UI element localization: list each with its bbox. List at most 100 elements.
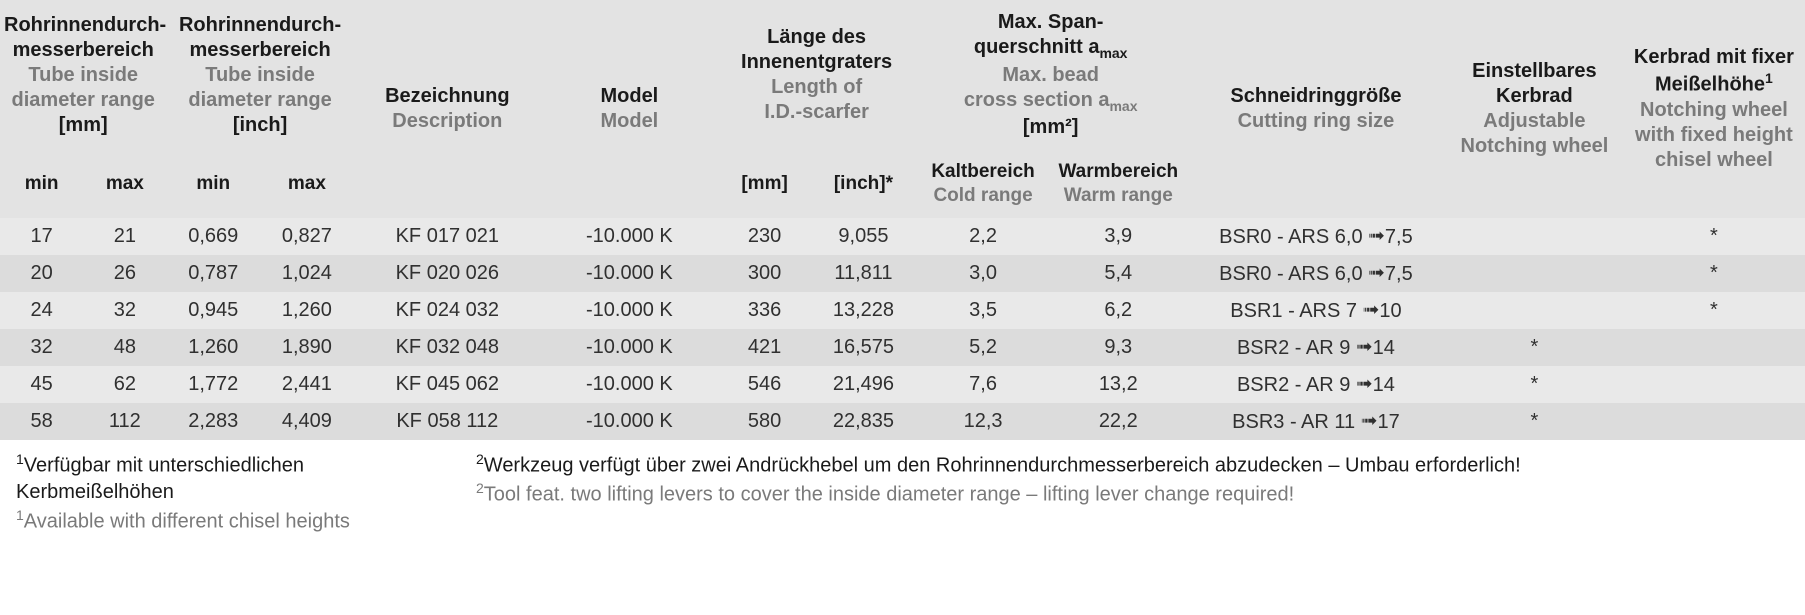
table-row: 32481,2601,890KF 032 048-10.000 K42116,5… bbox=[0, 329, 1805, 366]
cell: BSR2 - AR 9 ➟14 bbox=[1186, 329, 1446, 366]
cell: BSR3 - AR 11 ➟17 bbox=[1186, 403, 1446, 440]
cell: KF 024 032 bbox=[354, 292, 541, 329]
cell: -10.000 K bbox=[541, 292, 718, 329]
cell: 1,260 bbox=[260, 292, 354, 329]
cell: 3,5 bbox=[915, 292, 1050, 329]
cell: BSR0 - ARS 6,0 ➟7,5 bbox=[1186, 255, 1446, 292]
cell: 0,945 bbox=[166, 292, 260, 329]
cell: 2,2 bbox=[915, 218, 1050, 255]
cell: KF 017 021 bbox=[354, 218, 541, 255]
cell bbox=[1623, 366, 1805, 403]
cell: * bbox=[1446, 403, 1623, 440]
cell: 12,3 bbox=[915, 403, 1050, 440]
table-row: 20260,7871,024KF 020 026-10.000 K30011,8… bbox=[0, 255, 1805, 292]
hdr-bez: Bezeichnung Description bbox=[354, 0, 541, 218]
footnote-2: 2Werkzeug verfügt über zwei Andrückhebel… bbox=[476, 450, 1521, 536]
cell: -10.000 K bbox=[541, 218, 718, 255]
cell bbox=[1623, 329, 1805, 366]
cell bbox=[1446, 255, 1623, 292]
cell: 32 bbox=[0, 329, 83, 366]
cell: 4,409 bbox=[260, 403, 354, 440]
cell: 11,811 bbox=[811, 255, 915, 292]
cell: 1,890 bbox=[260, 329, 354, 366]
hdr-len-in: [inch]* bbox=[811, 150, 915, 218]
cell: 2,441 bbox=[260, 366, 354, 403]
cell: 2,283 bbox=[166, 403, 260, 440]
cell: 1,772 bbox=[166, 366, 260, 403]
table-row: 24320,9451,260KF 024 032-10.000 K33613,2… bbox=[0, 292, 1805, 329]
cell: -10.000 K bbox=[541, 403, 718, 440]
cell: -10.000 K bbox=[541, 329, 718, 366]
cell: 580 bbox=[718, 403, 812, 440]
cell: 3,9 bbox=[1051, 218, 1186, 255]
hdr-dia-mm: Rohrinnendurch-messerbereich Tube inside… bbox=[0, 0, 166, 150]
cell: -10.000 K bbox=[541, 255, 718, 292]
hdr-in-max: max bbox=[260, 150, 354, 218]
cell: 24 bbox=[0, 292, 83, 329]
cell: 6,2 bbox=[1051, 292, 1186, 329]
cell: 62 bbox=[83, 366, 166, 403]
footnotes: 1Verfügbar mit unterschiedlichen Kerbmei… bbox=[0, 440, 1805, 552]
cell: KF 045 062 bbox=[354, 366, 541, 403]
cell: KF 020 026 bbox=[354, 255, 541, 292]
hdr-cold: Kaltbereich Cold range bbox=[915, 150, 1050, 218]
hdr-warm: Warmbereich Warm range bbox=[1051, 150, 1186, 218]
cell: KF 058 112 bbox=[354, 403, 541, 440]
hdr-adj: EinstellbaresKerbrad AdjustableNotching … bbox=[1446, 0, 1623, 218]
hdr-cross: Max. Span-querschnitt amax Max. beadcros… bbox=[915, 0, 1185, 150]
footnote-1: 1Verfügbar mit unterschiedlichen Kerbmei… bbox=[16, 450, 436, 536]
cell: 45 bbox=[0, 366, 83, 403]
cell: 7,6 bbox=[915, 366, 1050, 403]
cell: 20 bbox=[0, 255, 83, 292]
cell: 421 bbox=[718, 329, 812, 366]
hdr-len: Länge desInnenentgraters Length ofI.D.-s… bbox=[718, 0, 916, 150]
hdr-fix: Kerbrad mit fixerMeißelhöhe1 Notching wh… bbox=[1623, 0, 1805, 218]
cell bbox=[1446, 292, 1623, 329]
cell: 32 bbox=[83, 292, 166, 329]
table-header: Rohrinnendurch-messerbereich Tube inside… bbox=[0, 0, 1805, 218]
cell: 58 bbox=[0, 403, 83, 440]
cell: 0,827 bbox=[260, 218, 354, 255]
cell: 1,260 bbox=[166, 329, 260, 366]
hdr-len-mm: [mm] bbox=[718, 150, 812, 218]
table-body: 17210,6690,827KF 017 021-10.000 K2309,05… bbox=[0, 218, 1805, 440]
table-row: 17210,6690,827KF 017 021-10.000 K2309,05… bbox=[0, 218, 1805, 255]
cell: BSR0 - ARS 6,0 ➟7,5 bbox=[1186, 218, 1446, 255]
cell: BSR1 - ARS 7 ➟10 bbox=[1186, 292, 1446, 329]
cell: 5,2 bbox=[915, 329, 1050, 366]
cell: 16,575 bbox=[811, 329, 915, 366]
cell bbox=[1623, 403, 1805, 440]
table-row: 45621,7722,441KF 045 062-10.000 K54621,4… bbox=[0, 366, 1805, 403]
cell bbox=[1446, 218, 1623, 255]
cell: 0,669 bbox=[166, 218, 260, 255]
cell: 22,2 bbox=[1051, 403, 1186, 440]
cell: 26 bbox=[83, 255, 166, 292]
cell: 546 bbox=[718, 366, 812, 403]
cell: 17 bbox=[0, 218, 83, 255]
hdr-model: Model Model bbox=[541, 0, 718, 218]
cell: 21 bbox=[83, 218, 166, 255]
cell: * bbox=[1446, 366, 1623, 403]
cell: 48 bbox=[83, 329, 166, 366]
spec-table: Rohrinnendurch-messerbereich Tube inside… bbox=[0, 0, 1805, 440]
hdr-mm-min: min bbox=[0, 150, 83, 218]
cell: * bbox=[1446, 329, 1623, 366]
cell: 21,496 bbox=[811, 366, 915, 403]
cell: 3,0 bbox=[915, 255, 1050, 292]
cell: 1,024 bbox=[260, 255, 354, 292]
cell: 336 bbox=[718, 292, 812, 329]
hdr-mm-max: max bbox=[83, 150, 166, 218]
hdr-in-min: min bbox=[166, 150, 260, 218]
cell: * bbox=[1623, 255, 1805, 292]
cell: BSR2 - AR 9 ➟14 bbox=[1186, 366, 1446, 403]
cell: KF 032 048 bbox=[354, 329, 541, 366]
cell: 9,055 bbox=[811, 218, 915, 255]
cell: 112 bbox=[83, 403, 166, 440]
cell: 0,787 bbox=[166, 255, 260, 292]
table-wrapper: Rohrinnendurch-messerbereich Tube inside… bbox=[0, 0, 1805, 552]
cell: 5,4 bbox=[1051, 255, 1186, 292]
cell: * bbox=[1623, 292, 1805, 329]
table-row: 581122,2834,409KF 058 112-10.000 K580 22,… bbox=[0, 403, 1805, 440]
hdr-dia-in: Rohrinnendurch-messerbereich Tube inside… bbox=[166, 0, 353, 150]
cell: 9,3 bbox=[1051, 329, 1186, 366]
